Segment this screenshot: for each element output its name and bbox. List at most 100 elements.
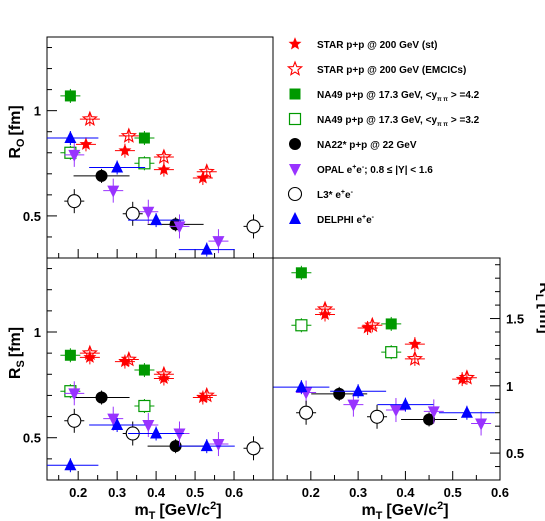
x-tick-label: 0.3 — [108, 485, 126, 500]
y-axis-title-unit: [fm] — [536, 304, 545, 334]
y-tick-label: 1 — [506, 379, 513, 394]
series-na49-42 — [60, 348, 155, 378]
point-l3 — [246, 219, 261, 234]
legend-item-star-emc: STAR p+p @ 200 GeV (EMCICs) — [286, 60, 466, 76]
point-delphi — [150, 213, 163, 226]
x-axis-title-end: ] — [443, 502, 448, 519]
legend-label-main: STAR p+p @ 200 GeV (st) — [317, 40, 437, 51]
point-opal — [142, 420, 155, 433]
point-star-emc — [406, 350, 423, 366]
series-l3 — [64, 189, 264, 239]
point-delphi — [200, 439, 213, 452]
plot-frame — [46, 257, 274, 481]
legend-label: NA49 p+p @ 17.3 GeV, <yπ π > =3.2 — [317, 115, 480, 128]
legend-label: NA49 p+p @ 17.3 GeV, <yπ π > =4.2 — [317, 90, 480, 103]
point-star-emc — [120, 127, 137, 143]
point-na49-32 — [295, 319, 308, 332]
legend: STAR p+p @ 200 GeV (st) STAR p+p @ 200 Ge… — [286, 37, 480, 226]
point-na49-42 — [64, 90, 76, 102]
point-na49-42 — [64, 349, 76, 361]
x-tick-label: 0.5 — [186, 485, 204, 500]
x-tick-label: 0.4 — [396, 485, 415, 500]
x-axis-title: mT [GeV/c2] — [134, 500, 221, 521]
legend-label-sup2: - — [351, 189, 354, 196]
legend-label-main: NA22* p+p @ 22 GeV — [317, 140, 417, 151]
point-na49-32 — [138, 157, 151, 170]
legend-label-sup: + — [352, 164, 356, 171]
point-na49-32 — [385, 346, 398, 359]
y-axis-title: RL [fm] — [533, 282, 545, 334]
series-l3 — [296, 400, 530, 429]
point-opal — [389, 405, 402, 418]
point-star-emc — [81, 344, 98, 361]
x-axis-title: mT [GeV/c2] — [361, 500, 448, 521]
legend-label-tail: e — [345, 190, 351, 201]
legend-label-main: DELPHI e — [317, 215, 362, 226]
point-l3 — [67, 194, 82, 209]
x-tick-label: 0.6 — [491, 485, 509, 500]
point-star-emc — [316, 300, 334, 317]
legend-marker — [289, 164, 301, 176]
point-l3 — [125, 206, 140, 221]
point-star-emc — [198, 163, 215, 179]
legend-item-na49-32: NA49 p+p @ 17.3 GeV, <yπ π > =3.2 — [288, 112, 480, 128]
legend-label: OPAL e+e-; 0.8 ≤ |Y| < 1.6 — [317, 164, 433, 176]
series-l3 — [64, 408, 264, 461]
point-star-st — [118, 143, 132, 157]
x-tick-label: 0.2 — [302, 485, 320, 500]
legend-item-na49-42: NA49 p+p @ 17.3 GeV, <yπ π > =4.2 — [289, 88, 480, 103]
legend-label-main: L3* e — [317, 190, 341, 201]
point-star-emc — [120, 350, 137, 367]
x-tick-label: 0.4 — [147, 485, 166, 500]
x-axis-title-unit: [GeV/c — [159, 502, 210, 519]
point-opal — [68, 388, 81, 401]
series-na22 — [73, 390, 204, 454]
legend-label-main: STAR p+p @ 200 GeV (EMCICs) — [317, 65, 466, 76]
point-delphi — [295, 380, 308, 393]
point-star-emc — [155, 148, 173, 164]
legend-item-l3: L3* e+e- — [287, 186, 354, 202]
point-delphi — [111, 418, 124, 431]
point-na22 — [333, 387, 346, 400]
legend-label-extra: ; 0.8 ≤ |Y| < 1.6 — [364, 165, 433, 176]
point-delphi — [150, 426, 163, 439]
point-opal — [142, 206, 155, 219]
point-na49-42 — [138, 132, 150, 144]
point-delphi — [460, 405, 473, 418]
point-star-emc — [458, 369, 476, 385]
point-opal — [347, 399, 360, 412]
legend-label-sup2: - — [362, 164, 365, 171]
point-opal — [68, 149, 81, 162]
point-l3 — [67, 413, 82, 428]
y-axis-title-main: R — [7, 147, 24, 159]
point-na49-42 — [385, 318, 397, 330]
legend-label-tail: > =3.2 — [451, 115, 480, 126]
point-opal — [212, 236, 225, 249]
point-star-st — [79, 137, 93, 150]
x-tick-label: 0.2 — [69, 485, 87, 500]
x-axis-title-main: m — [361, 502, 375, 519]
point-opal — [173, 428, 186, 441]
x-axis-title-main: m — [134, 502, 148, 519]
series-star-emc — [79, 344, 217, 403]
y-axis-title-sub: S — [15, 360, 27, 367]
series-opal — [64, 142, 229, 254]
legend-item-delphi: DELPHI e+e- — [289, 212, 375, 226]
series-delphi — [273, 380, 495, 420]
series-na49-32 — [291, 318, 402, 360]
point-l3 — [517, 401, 530, 414]
data-points — [273, 265, 530, 436]
y-tick-label: 1 — [34, 104, 41, 119]
point-na49-32 — [138, 399, 151, 413]
series-star-emc — [315, 300, 477, 385]
legend-marker — [287, 186, 303, 202]
legend-label-main: NA49 p+p @ 17.3 GeV, <y — [317, 90, 437, 101]
x-axis-title-sub: T — [376, 510, 383, 521]
point-opal — [173, 221, 186, 234]
panel-r-o: 0.5 1 RO [fm] — [7, 36, 274, 259]
point-opal — [107, 185, 120, 198]
x-axis-title-unit: [GeV/c — [386, 502, 437, 519]
legend-label-main: OPAL e — [317, 165, 353, 176]
legend-marker — [286, 60, 304, 76]
